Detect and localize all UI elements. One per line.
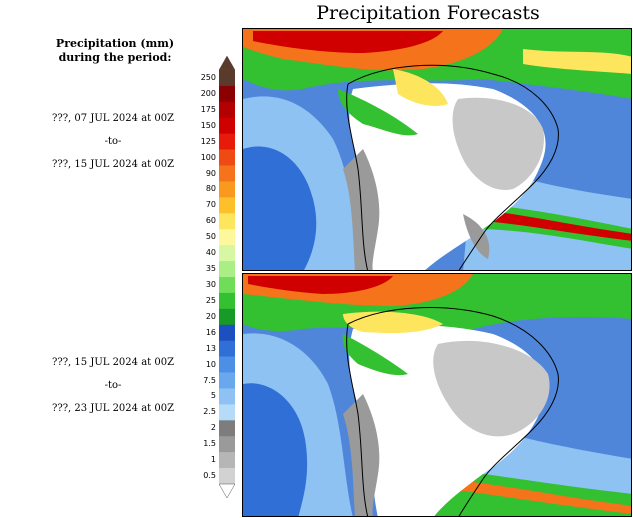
pacific-blue: [243, 146, 317, 270]
color-bar-tick-label: 16: [205, 327, 216, 337]
color-bar-swatch: [219, 308, 235, 326]
color-bar-swatch: [219, 452, 235, 469]
color-bar-swatch: [219, 468, 235, 485]
south-america-coastline: [346, 307, 559, 516]
color-bar-swatch: [219, 70, 235, 87]
period-1-start: ???, 07 JUL 2024 at 00Z: [51, 113, 175, 124]
color-bar-swatch: [219, 229, 235, 246]
atlantic-itcz-yellow: [523, 49, 631, 74]
chart-title: Precipitation Forecasts: [316, 2, 540, 24]
amazon-green: [338, 89, 418, 136]
color-bar-labels: 250 200 175 150 125 100 90 80 70 60 50 40 35 30 25 20 16…: [196, 0, 216, 518]
color-bar-tick-label: 35: [205, 264, 216, 274]
color-bar-tick-label: 250: [200, 72, 216, 82]
color-bar-tick-label: 0.5: [203, 471, 216, 481]
color-bar-swatch: [219, 404, 235, 421]
map-week2-canvas: [243, 274, 631, 516]
color-bar-swatch: [219, 324, 235, 341]
color-bar-swatch: [219, 292, 235, 310]
color-bar-bottom-arrow: [219, 483, 235, 498]
color-bar-tick-label: 80: [205, 184, 216, 194]
color-bar-swatch: [219, 356, 235, 373]
color-bar-swatch: [219, 133, 235, 150]
color-bar-swatch: [219, 436, 235, 453]
color-bar-tick-label: 10: [205, 359, 216, 369]
period-2-start: ???, 15 JUL 2024 at 00Z: [51, 357, 175, 368]
color-bar-tick-label: 60: [205, 216, 216, 226]
amazon-green: [342, 334, 408, 376]
color-bar-tick-label: 200: [200, 88, 216, 98]
color-bar-tick-label: 1: [210, 455, 216, 465]
brazil-gray: [433, 340, 550, 437]
color-bar-swatch: [219, 277, 235, 294]
color-bar-swatch: [219, 340, 235, 357]
color-bar-swatch: [219, 181, 235, 198]
color-bar-swatch: [219, 261, 235, 278]
color-bar-tick-label: 2.5: [203, 407, 216, 417]
colombia-yellow: [343, 311, 443, 334]
color-bar-swatch: [219, 101, 235, 119]
color-bar-tick-label: 13: [205, 343, 216, 353]
color-bar-tick-label: 90: [205, 168, 216, 178]
brazil-gray: [452, 97, 544, 190]
color-bar-tick-label: 5: [210, 391, 216, 401]
period-1-sep: -to-: [104, 136, 122, 147]
color-bar-tick-label: 30: [205, 279, 216, 289]
color-bar-tick-label: 125: [200, 136, 216, 146]
color-bar-tick-label: 175: [200, 104, 216, 114]
atlantic-rain-core: [473, 209, 631, 241]
color-bar-tick-label: 7.5: [203, 375, 216, 385]
legend-heading-line1: Precipitation (mm): [55, 37, 175, 50]
forecast-map-week2: [242, 273, 632, 517]
color-bar-swatch: [219, 149, 235, 166]
color-bar-tick-label: 1.5: [203, 439, 216, 449]
legend-heading: Precipitation (mm) during the period:: [40, 37, 190, 65]
north-tropics-red: [248, 276, 393, 294]
south-america-coastline: [346, 64, 559, 270]
color-bar-tick-label: 25: [205, 295, 216, 305]
color-bar-swatch: [219, 85, 235, 103]
color-bar-tick-label: 70: [205, 200, 216, 210]
color-bar-top-arrow: [219, 56, 235, 71]
color-bar: [219, 56, 235, 498]
period-1-end: ???, 15 JUL 2024 at 00Z: [51, 159, 175, 170]
color-bar-swatch: [219, 117, 235, 134]
color-bar-tick-label: 20: [205, 311, 216, 321]
color-bar-tick-label: 2: [210, 423, 216, 433]
period-1: ???, 07 JUL 2024 at 00Z -to- ???, 15 JUL…: [28, 107, 198, 176]
color-bar-tick-label: 50: [205, 232, 216, 242]
atlantic-rain-core: [443, 479, 631, 514]
uruguay-gray: [463, 214, 490, 259]
pacific-blue: [243, 383, 308, 516]
legend-heading-line2: during the period:: [58, 51, 172, 64]
color-bar-tick-label: 40: [205, 248, 216, 258]
color-bar-swatch: [219, 197, 235, 214]
map-week1-canvas: [243, 29, 631, 270]
period-2-end: ???, 23 JUL 2024 at 00Z: [51, 403, 175, 414]
color-bar-swatch: [219, 420, 235, 437]
period-2-sep: -to-: [104, 380, 122, 391]
venezuela-yellow: [393, 69, 448, 106]
color-bar-swatch: [219, 372, 235, 389]
color-bar-swatch: [219, 213, 235, 230]
color-bar-swatch: [219, 388, 235, 405]
color-bar-swatch: [219, 165, 235, 182]
color-bar-tick-label: 100: [200, 152, 216, 162]
color-bar-tick-label: 150: [200, 120, 216, 130]
north-tropics-red: [253, 31, 443, 53]
period-2: ???, 15 JUL 2024 at 00Z -to- ???, 23 JUL…: [28, 351, 198, 420]
forecast-map-week1: [242, 28, 632, 271]
color-bar-swatch: [219, 245, 235, 262]
